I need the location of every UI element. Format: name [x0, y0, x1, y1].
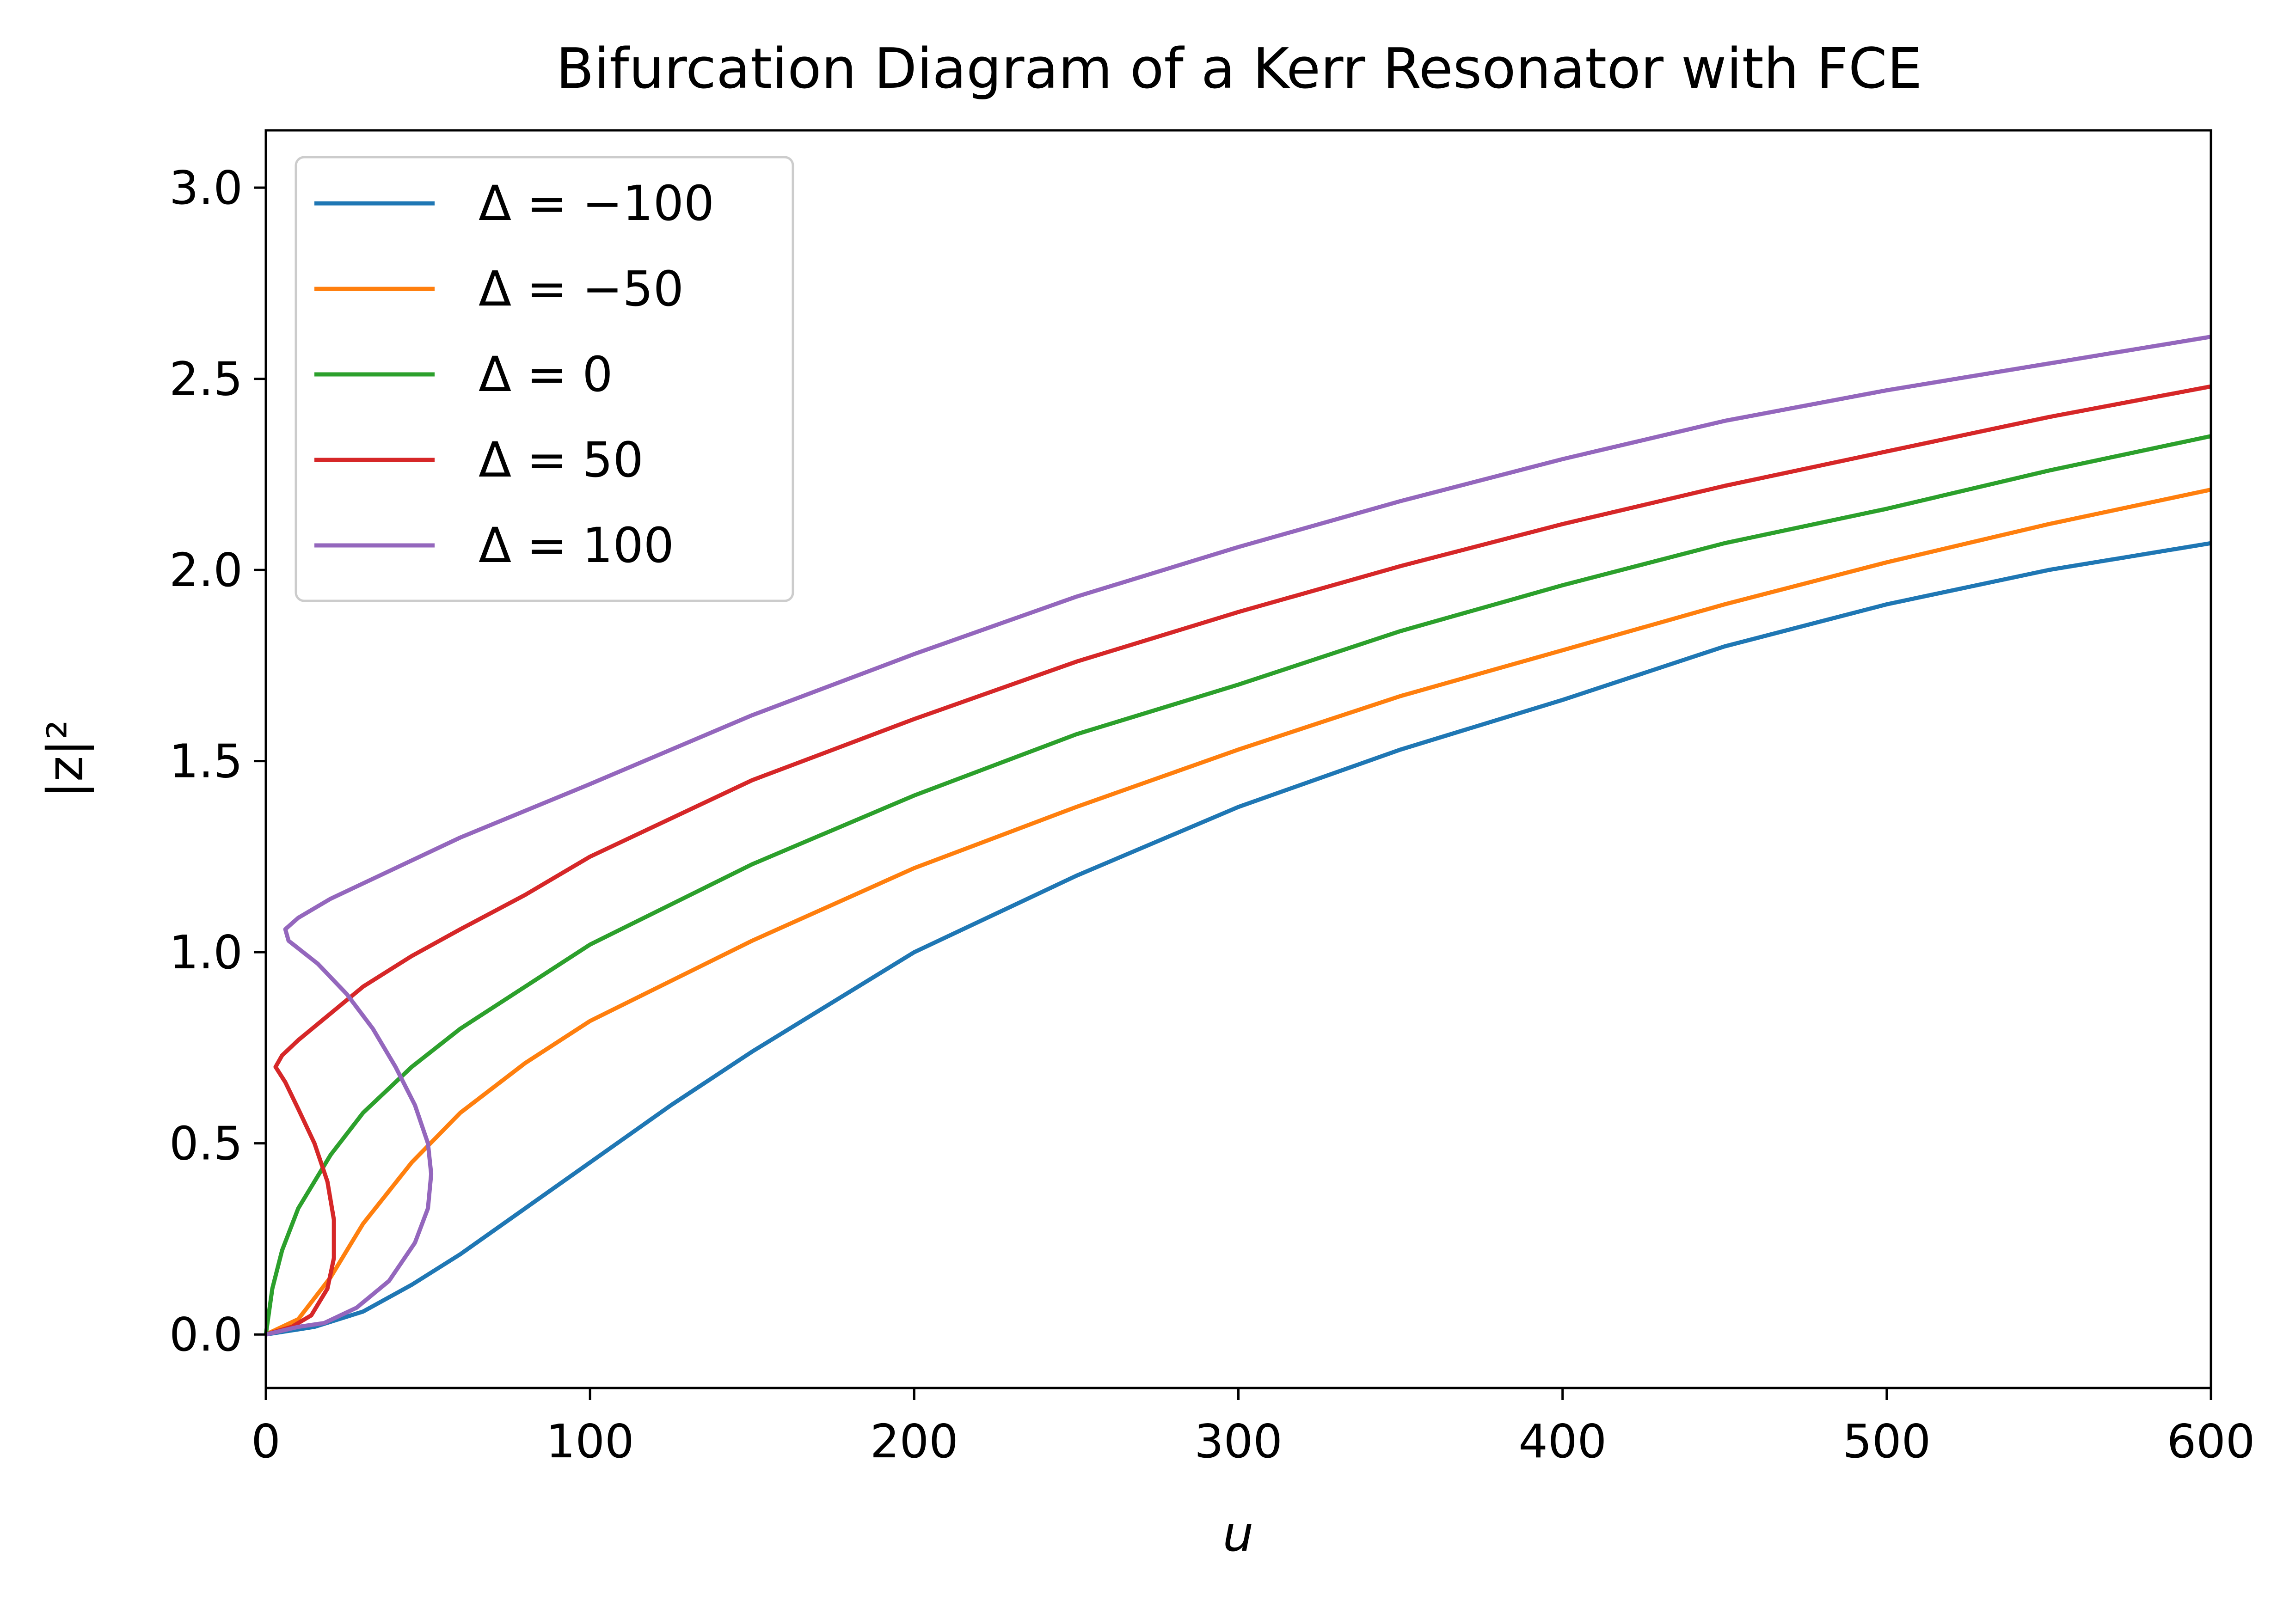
series-line-4 [265, 335, 2211, 1337]
x-tick-label-0: 0 [251, 1414, 281, 1468]
x-tick-label-1: 100 [546, 1414, 634, 1468]
y-axis: 0.0 0.5 1.0 1.5 2.0 2.5 3.0 [169, 161, 266, 1362]
legend-label-2: Δ = 0 [479, 346, 613, 403]
legend: Δ = −100 Δ = −50 Δ = 0 Δ = 50 Δ = 100 [295, 156, 794, 602]
y-axis-label: |z|² [37, 720, 94, 798]
chart-title: Bifurcation Diagram of a Kerr Resonator … [556, 37, 1922, 101]
x-axis-label: u [1222, 1505, 1253, 1562]
y-tick-label-6: 3.0 [169, 161, 243, 215]
x-tick-label-4: 400 [1518, 1414, 1607, 1468]
y-tick-label-3: 1.5 [169, 734, 243, 789]
y-tick-label-2: 1.0 [169, 925, 243, 979]
series-line-2 [264, 434, 2211, 1335]
x-tick-label-5: 500 [1842, 1414, 1931, 1468]
x-tick-label-3: 300 [1194, 1414, 1283, 1468]
x-axis: 0 100 200 300 400 500 600 [251, 1388, 2255, 1468]
legend-label-1: Δ = −50 [479, 261, 684, 317]
legend-items: Δ = −100 Δ = −50 Δ = 0 Δ = 50 Δ = 100 [314, 175, 714, 574]
x-tick-label-2: 200 [870, 1414, 958, 1468]
legend-label-0: Δ = −100 [479, 175, 714, 232]
y-tick-label-5: 2.5 [169, 352, 243, 406]
y-tick-label-4: 2.0 [169, 543, 243, 597]
y-tick-label-1: 0.5 [169, 1117, 243, 1171]
series-layer [264, 335, 2211, 1337]
plot-area [264, 129, 2212, 1389]
legend-label-4: Δ = 100 [479, 517, 674, 574]
series-line-1 [265, 487, 2211, 1337]
y-tick-label-0: 0.0 [169, 1308, 243, 1362]
series-line-3 [265, 384, 2211, 1337]
legend-label-3: Δ = 50 [479, 432, 644, 488]
x-tick-label-6: 600 [2167, 1414, 2255, 1468]
series-line-0 [265, 541, 2211, 1337]
legend-box [295, 156, 794, 602]
